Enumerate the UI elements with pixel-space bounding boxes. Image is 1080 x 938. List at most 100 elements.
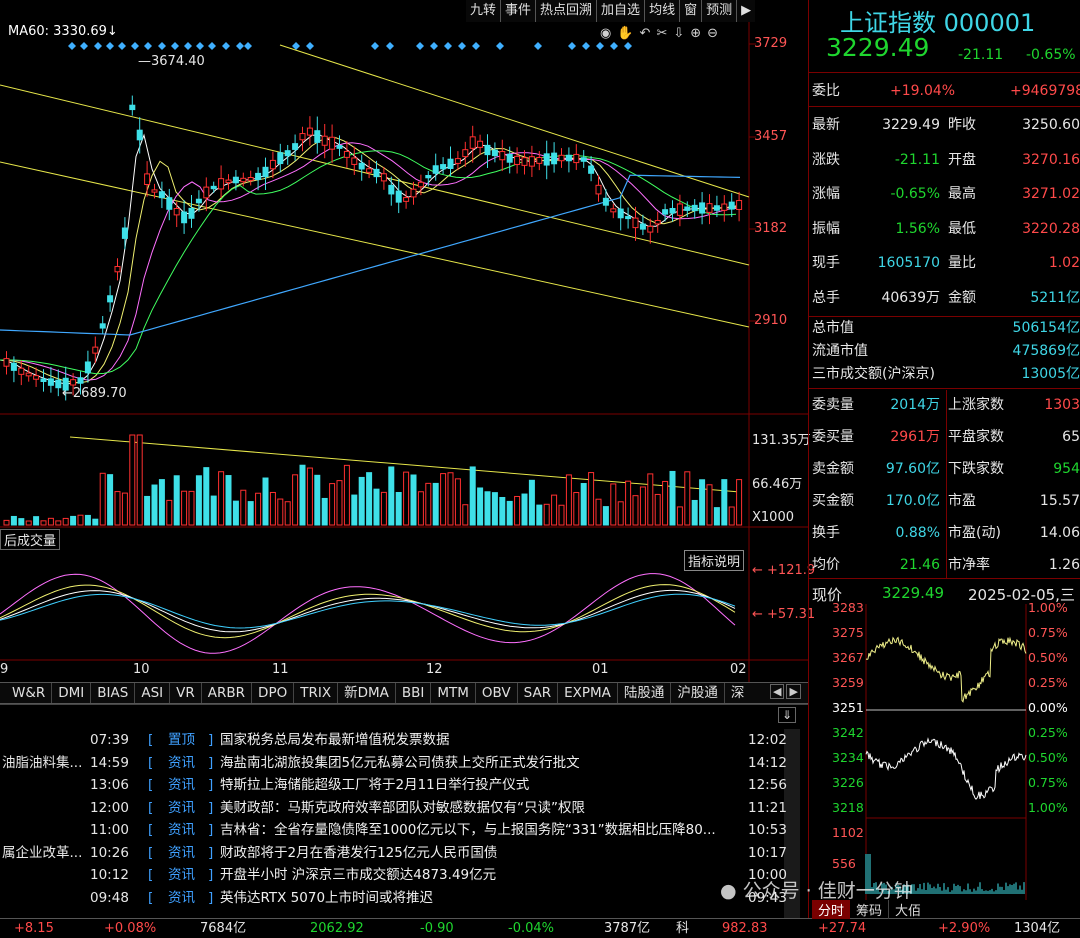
intraday-chart[interactable] — [808, 604, 1080, 900]
toolbar-add-watchlist[interactable]: 加自选 — [596, 0, 645, 22]
news-item[interactable]: 13:06 [ 资讯 ] 特斯拉上海储能超级工厂将于2月11日举行投产仪式 12… — [0, 774, 800, 796]
hand-icon[interactable]: ✋ — [617, 26, 634, 41]
zoom-in-icon[interactable]: ⊕ — [690, 26, 702, 41]
news-title[interactable]: 开盘半小时 沪深京三市成交额达4873.49亿元 — [220, 867, 497, 883]
tab-shanghai-connect[interactable]: 沪股通 — [671, 683, 725, 703]
volume-bar — [565, 474, 572, 526]
news-title[interactable]: 特斯拉上海储能超级工厂将于2月11日举行投产仪式 — [220, 777, 530, 793]
tab-dmi[interactable]: DMI — [52, 683, 92, 703]
news-item[interactable]: 09:48 [ 资讯 ] 英伟达RTX 5070上市时间或将推迟 09:43 — [0, 887, 800, 909]
tab-chips[interactable]: 筹码 — [850, 900, 890, 919]
candle — [40, 378, 47, 383]
volume-title[interactable]: 后成交量 — [0, 529, 61, 550]
news-title[interactable]: 吉林省：全省存量隐债降至1000亿元以下，与上报国务院“331”数据相比压降80… — [220, 822, 716, 838]
volume-bar — [543, 503, 550, 526]
tab-intraday[interactable]: 分时 — [812, 900, 851, 919]
toolbar-window[interactable]: 窗 — [679, 0, 702, 22]
indicator-line — [0, 584, 736, 639]
toolbar-jiuzhuan[interactable]: 九转 — [466, 0, 501, 22]
tab-vr[interactable]: VR — [170, 683, 202, 703]
volume-bar — [736, 479, 743, 526]
signal-marker — [80, 42, 88, 50]
quote-row: 总手 40639万 金额 5211亿 — [812, 281, 1080, 315]
news-item[interactable]: 属企业改革... 10:26 [ 资讯 ] 财政部将于2月在香港发行125亿元人… — [0, 842, 800, 864]
tab-expma[interactable]: EXPMA — [558, 683, 618, 703]
tab-obv[interactable]: OBV — [476, 683, 518, 703]
quote-row: 最新 3229.49 昨收 3250.60 — [812, 108, 1080, 142]
tab-bbi[interactable]: BBI — [396, 683, 432, 703]
toolbar-forecast[interactable]: 预测 — [701, 0, 737, 22]
volume-bar — [551, 494, 558, 526]
volume-bar — [654, 493, 661, 526]
news-title[interactable]: 美财政部：马斯克政府效率部团队对敏感数据仅有“只读”权限 — [220, 799, 585, 816]
tab-northbound[interactable]: 陆股通 — [618, 683, 672, 703]
signal-marker — [596, 42, 604, 50]
volume-bar — [336, 480, 343, 526]
news-title[interactable]: 海盐南北湖旅投集团5亿元私募公司债获上交所正式发行批文 — [220, 754, 580, 771]
news-scrollbar[interactable] — [784, 729, 800, 919]
signal-marker — [68, 42, 76, 50]
tab-shenzhen[interactable]: 深 — [730, 685, 745, 701]
candle — [684, 206, 691, 211]
volume-bar — [610, 483, 617, 526]
news-item[interactable]: 油脂油料集... 14:59 [ 资讯 ] 海盐南北湖旅投集团5亿元私募公司债获… — [0, 752, 800, 774]
candle — [432, 165, 439, 174]
candle — [173, 207, 180, 216]
scissors-icon[interactable]: ✂ — [656, 26, 668, 41]
candle — [699, 202, 706, 214]
news-item[interactable]: 12:00 [ 资讯 ] 美财政部：马斯克政府效率部团队对敏感数据仅有“只读”权… — [0, 797, 800, 819]
volume-bar — [491, 492, 498, 526]
scroll-left-icon[interactable]: ◀ — [770, 684, 785, 699]
volume-bar — [506, 500, 513, 526]
news-source: 油脂油料集... — [2, 754, 83, 771]
toolbar-hot-review[interactable]: 热点回溯 — [535, 0, 597, 22]
market-value: 475869亿 — [1012, 343, 1080, 359]
tab-dabai[interactable]: 大佰 — [895, 904, 922, 919]
undo-icon[interactable]: ↶ — [639, 26, 651, 41]
toolbar-collapse-button[interactable]: ▶ — [736, 0, 756, 22]
tab-wr[interactable]: W&R — [0, 683, 53, 703]
tab-bias[interactable]: BIAS — [91, 683, 136, 703]
volume-bar — [255, 492, 262, 526]
toolbar-moving-average[interactable]: 均线 — [644, 0, 680, 22]
news-title[interactable]: 国家税务总局发布最新增值税发票数据 — [220, 732, 450, 748]
news-title[interactable]: 财政部将于2月在香港发行125亿元人民币国债 — [220, 844, 498, 861]
volume-bar — [713, 507, 720, 526]
tab-sar[interactable]: SAR — [518, 683, 559, 703]
news-item[interactable]: 07:39 [ 置顶 ] 国家税务总局发布最新增值税发票数据 12:02 — [0, 729, 800, 751]
status-sh-change: +8.15 — [14, 921, 54, 936]
news-title[interactable]: 英伟达RTX 5070上市时间或将推迟 — [220, 889, 434, 906]
tab-mtm[interactable]: MTM — [431, 683, 476, 703]
volume-bar — [602, 506, 609, 526]
quote-label: 最低 — [948, 220, 976, 237]
news-item[interactable]: 10:12 [ 资讯 ] 开盘半小时 沪深京三市成交额达4873.49亿元 10… — [0, 864, 800, 886]
zoom-out-icon[interactable]: ⊖ — [707, 26, 719, 41]
tab-dpo[interactable]: DPO — [252, 683, 295, 703]
tab-asi[interactable]: ASI — [135, 683, 171, 703]
moving-average-line — [0, 137, 737, 384]
quote-label: 市盈(动) — [948, 525, 1001, 541]
indicator-help-button[interactable]: 指标说明 — [684, 550, 745, 571]
volume-bar — [314, 474, 321, 526]
news-bracket: ] — [208, 867, 214, 883]
volume-bar — [728, 506, 735, 526]
pin-icon[interactable]: ⇩ — [673, 26, 685, 41]
volume-bar — [388, 466, 395, 526]
candle — [284, 150, 291, 157]
download-icon[interactable]: ⇓ — [778, 707, 797, 723]
volume-bar — [484, 491, 491, 526]
volume-bar — [462, 504, 469, 526]
toolbar-events[interactable]: 事件 — [500, 0, 536, 22]
tab-trix[interactable]: TRIX — [294, 683, 339, 703]
eye-icon[interactable]: ◉ — [600, 26, 612, 41]
news-category: 资讯 — [168, 777, 195, 793]
tab-arbr[interactable]: ARBR — [202, 683, 253, 703]
intraday-pct-tick: 0.25% — [1028, 725, 1068, 740]
volume-bar — [358, 476, 365, 526]
candle — [654, 219, 661, 225]
tab-new-dma[interactable]: 新DMA — [338, 683, 396, 703]
scroll-right-icon[interactable]: ▶ — [786, 684, 801, 699]
news-item[interactable]: 11:00 [ 资讯 ] 吉林省：全省存量隐债降至1000亿元以下，与上报国务院… — [0, 819, 800, 841]
intraday-pct-tick: 1.00% — [1028, 600, 1068, 615]
kline-chart[interactable] — [0, 0, 808, 682]
